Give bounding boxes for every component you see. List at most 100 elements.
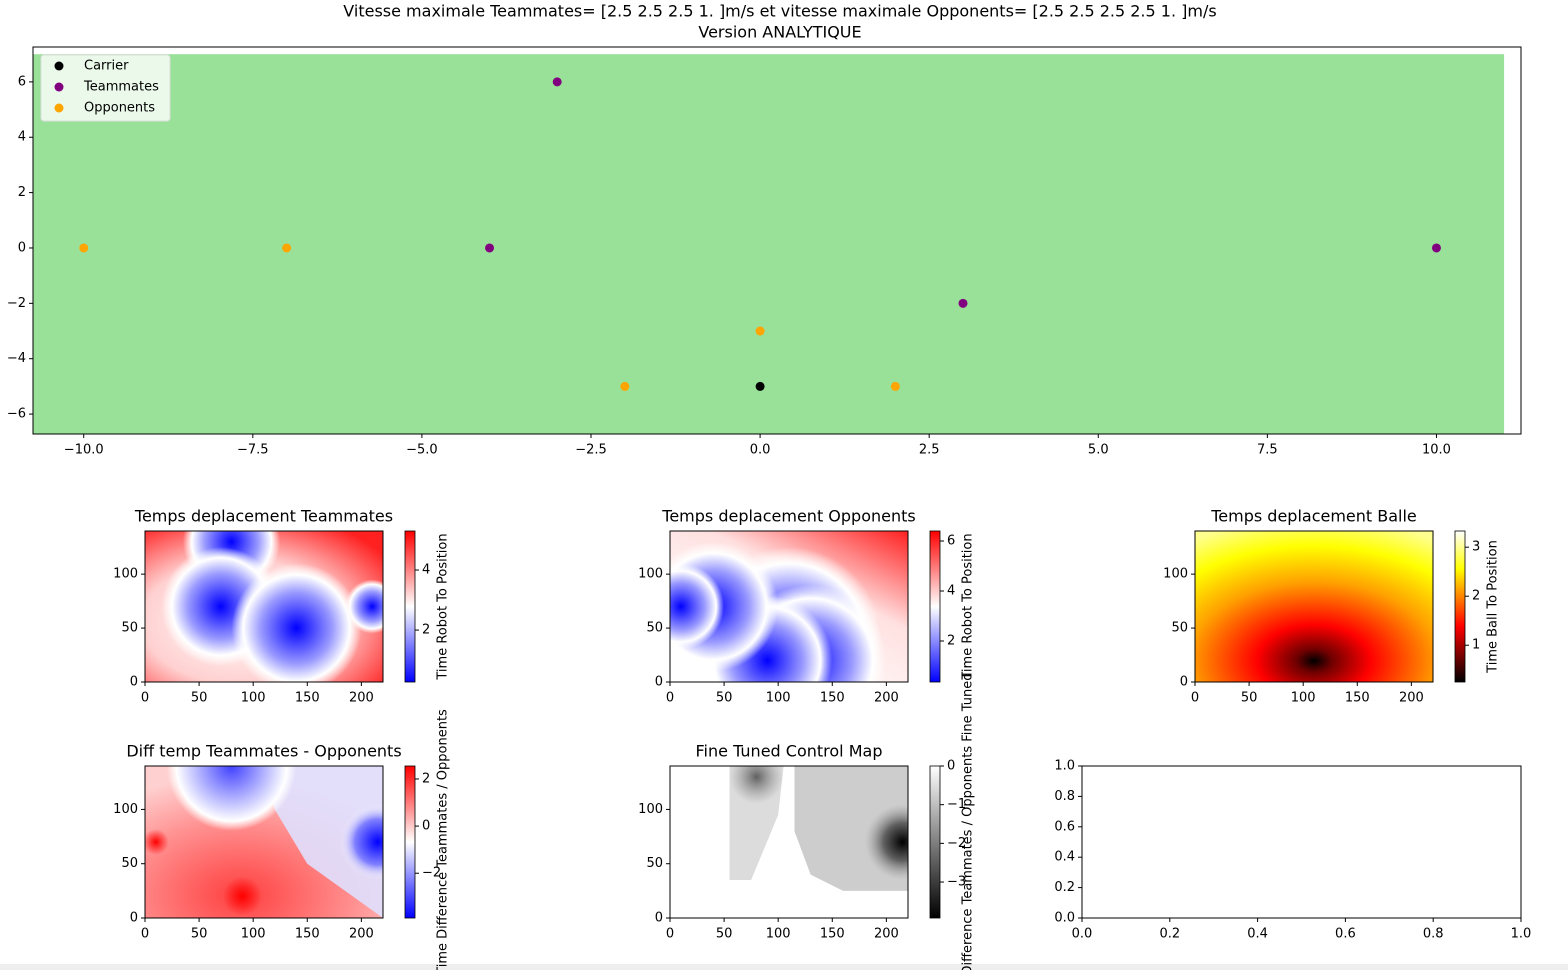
y-tick-label: 50 [1171, 621, 1188, 636]
heatmap-blob [670, 563, 725, 650]
chart-title: Temps deplacement Teammates [134, 507, 393, 526]
point [552, 77, 562, 87]
point [485, 243, 495, 253]
y-tick-label: −2 [7, 296, 26, 311]
colorbar-label: Time Robot To Position [961, 533, 976, 680]
y-tick-label: 50 [121, 856, 138, 871]
x-tick-label: 100 [241, 927, 266, 942]
colorbar-tick-label: 2 [422, 771, 430, 786]
y-tick-label: 2 [18, 185, 26, 200]
y-tick-label: 100 [638, 802, 663, 817]
axes-frame [144, 765, 384, 919]
axes-frame [1081, 765, 1522, 919]
x-tick-label: 200 [874, 691, 899, 706]
point [79, 243, 89, 253]
colorbar-tick-label: 3 [1472, 540, 1480, 555]
x-tick-label: 0.8 [1423, 927, 1444, 942]
x-tick-label: 0.0 [1072, 927, 1093, 942]
legend-box [40, 54, 171, 122]
x-tick-label: 150 [295, 691, 320, 706]
colorbar [929, 765, 941, 919]
legend-label: Teammates [83, 80, 159, 95]
heatmap-blob [231, 563, 362, 682]
colorbar [404, 765, 416, 919]
x-tick-label: 50 [191, 691, 208, 706]
colorbar-tick-label: 6 [947, 534, 955, 549]
x-tick-label: 150 [295, 927, 320, 942]
colorbar [1454, 530, 1466, 683]
x-tick-label: −5.0 [406, 443, 438, 458]
x-tick-label: 7.5 [1257, 443, 1278, 458]
x-tick-label: −10.0 [64, 443, 104, 458]
x-tick-label: 200 [1399, 691, 1424, 706]
point [755, 381, 765, 391]
plot-area [670, 531, 908, 682]
heatmap-blob [145, 829, 169, 855]
x-tick-label: 100 [241, 691, 266, 706]
x-tick-label: −2.5 [575, 443, 607, 458]
chart-title: Temps deplacement Balle [1210, 507, 1417, 526]
x-tick-label: 50 [716, 691, 733, 706]
x-tick-label: 100 [766, 927, 791, 942]
colorbar-tick-label: 0 [947, 759, 955, 774]
y-tick-label: 100 [1163, 567, 1188, 582]
colorbar-tick-label: −1 [947, 797, 966, 812]
legend-marker [54, 103, 64, 113]
x-tick-label: 1.0 [1511, 927, 1532, 942]
y-tick-label: 0 [655, 675, 663, 690]
plot-area [145, 531, 383, 682]
heatmap-image [1195, 531, 1433, 682]
y-tick-label: 50 [646, 621, 663, 636]
colorbar-tick-label: 2 [947, 634, 955, 649]
x-tick-label: 50 [716, 927, 733, 942]
y-tick-label: 0.4 [1054, 850, 1075, 865]
point [1431, 243, 1441, 253]
heatmap-blob [339, 804, 383, 880]
point [282, 243, 292, 253]
y-tick-label: 0.0 [1054, 911, 1075, 926]
y-tick-label: 0 [18, 240, 26, 255]
colorbar-label: Time Ball To Position [1486, 540, 1501, 674]
y-tick-label: 0 [655, 911, 663, 926]
x-tick-label: 0 [141, 927, 149, 942]
colorbar-tick-label: 4 [422, 563, 430, 578]
heatmap-blob [222, 876, 262, 916]
colorbar-label: Time Robot To Position [436, 533, 451, 680]
y-tick-label: 50 [646, 856, 663, 871]
axes-frame [144, 530, 384, 683]
point [958, 298, 968, 308]
y-tick-label: 0 [130, 675, 138, 690]
legend-label: Opponents [84, 101, 155, 116]
y-tick-label: 1.0 [1054, 759, 1075, 774]
point [755, 326, 765, 336]
y-tick-label: 6 [18, 74, 26, 89]
heatmap-blob [864, 804, 908, 880]
chart-title: Vitesse maximale Teammates= [2.5 2.5 2.5… [343, 2, 1216, 21]
axes-frame [1194, 530, 1434, 683]
chart-title: Diff temp Teammates - Opponents [126, 742, 401, 761]
y-tick-label: 4 [18, 130, 26, 145]
heatmap-blob [166, 766, 297, 831]
x-tick-label: 100 [766, 691, 791, 706]
colorbar-tick-label: −2 [422, 866, 441, 881]
colorbar-tick-label: −3 [947, 875, 966, 890]
heatmap-blob [729, 766, 784, 804]
y-tick-label: 100 [113, 567, 138, 582]
x-tick-label: 0 [1191, 691, 1199, 706]
scrollbar-strip [0, 964, 1568, 970]
x-tick-label: 200 [349, 691, 374, 706]
x-tick-label: 5.0 [1088, 443, 1109, 458]
colorbar [929, 530, 941, 683]
legend-marker [54, 82, 64, 92]
x-tick-label: 0.4 [1247, 927, 1268, 942]
x-tick-label: −7.5 [237, 443, 269, 458]
x-tick-label: 0 [141, 691, 149, 706]
x-tick-label: 200 [349, 927, 374, 942]
x-tick-label: 200 [874, 927, 899, 942]
y-tick-label: 0.6 [1054, 819, 1075, 834]
x-tick-label: 0 [666, 691, 674, 706]
y-tick-label: −4 [7, 351, 26, 366]
x-tick-label: 0.2 [1159, 927, 1180, 942]
x-tick-label: 50 [191, 927, 208, 942]
chart-title: Temps deplacement Opponents [661, 507, 915, 526]
